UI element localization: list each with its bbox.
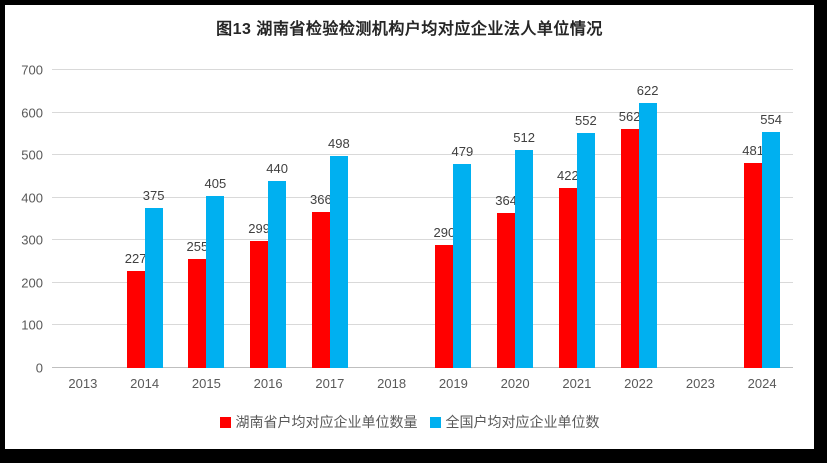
data-label-national-2024: 554 <box>760 112 782 128</box>
bar-hunan-2024: 481 <box>742 143 764 368</box>
y-tick-label: 200 <box>21 275 43 291</box>
x-tick-label-2021: 2021 <box>562 376 592 391</box>
y-tick-label: 500 <box>21 147 43 163</box>
legend-swatch-hunan <box>219 416 231 428</box>
x-tick-label-2024: 2024 <box>747 376 777 391</box>
data-label-national-2014: 375 <box>142 188 165 204</box>
legend-label-national: 全国户均对应企业单位数 <box>445 414 600 430</box>
category-slot-2021: 422 552 <box>546 70 608 368</box>
x-tick-label-2013: 2013 <box>68 376 98 391</box>
legend: 湖南省户均对应企业单位数量 全国户均对应企业单位数 <box>5 412 814 432</box>
x-axis-line <box>52 367 793 368</box>
bar-hunan-2022: 562 <box>619 109 640 368</box>
bar-national-2019: 479 <box>452 144 473 368</box>
category-slot-2020: 364 512 <box>484 70 546 368</box>
legend-label-hunan: 湖南省户均对应企业单位数量 <box>235 414 418 430</box>
plot-area: 227 375 255 405 299 440 366 498 290 479 364 512 422 5… <box>52 69 793 368</box>
data-label-hunan-2015: 255 <box>186 239 209 255</box>
x-tick-label-2020: 2020 <box>500 376 530 391</box>
gridline <box>52 239 793 241</box>
data-label-national-2015: 405 <box>204 175 227 191</box>
x-tick-label-2014: 2014 <box>130 376 160 391</box>
y-axis-labels: 0 100 200 300 400 500 600 700 <box>5 63 45 376</box>
bar-hunan-2017: 366 <box>310 192 332 368</box>
x-tick-label-2018: 2018 <box>377 376 407 391</box>
gridline <box>52 281 793 283</box>
category-slot-2017: 366 498 <box>299 70 361 368</box>
data-label-national-2019: 479 <box>451 144 474 160</box>
category-slot-2015: 255 405 <box>176 70 238 368</box>
y-tick-label: 100 <box>21 317 43 333</box>
data-label-national-2020: 512 <box>513 130 535 146</box>
bar-national-2017: 498 <box>328 136 350 368</box>
bar-national-2015: 405 <box>205 176 226 368</box>
category-slot-2013 <box>52 70 114 368</box>
category-slot-2018 <box>361 70 423 368</box>
data-label-hunan-2024: 481 <box>742 143 764 159</box>
data-label-national-2016: 440 <box>266 160 288 176</box>
x-tick-label-2022: 2022 <box>624 376 654 391</box>
y-tick-label: 700 <box>21 62 43 78</box>
bar-national-2022: 622 <box>637 83 658 368</box>
x-tick-label-2016: 2016 <box>253 376 283 391</box>
data-label-hunan-2019: 290 <box>433 224 456 240</box>
bar-national-2014: 375 <box>143 188 164 368</box>
legend-item-national: 全国户均对应企业单位数 <box>429 412 600 432</box>
gridline <box>52 69 793 70</box>
legend-swatch-national <box>429 416 441 428</box>
data-label-hunan-2022: 562 <box>618 108 641 124</box>
data-label-national-2021: 552 <box>575 113 597 129</box>
y-tick-label: 300 <box>21 232 43 248</box>
y-tick-label: 0 <box>35 360 43 376</box>
category-slot-2014: 227 375 <box>114 70 176 368</box>
x-tick-label-2019: 2019 <box>438 376 468 391</box>
x-tick-label-2015: 2015 <box>191 376 221 391</box>
bar-hunan-2015: 255 <box>187 239 208 368</box>
chart-canvas: 图13 湖南省检验检测机构户均对应企业法人单位情况 0 100 200 300 400 5… <box>5 5 814 449</box>
gridline <box>52 196 793 198</box>
bar-hunan-2014: 227 <box>125 251 146 368</box>
category-slot-2024: 481 554 <box>731 70 793 368</box>
data-label-hunan-2016: 299 <box>248 220 270 236</box>
bar-national-2021: 552 <box>575 113 597 368</box>
category-slot-2022: 562 622 <box>608 70 670 368</box>
data-label-hunan-2021: 422 <box>557 168 579 184</box>
x-tick-label-2023: 2023 <box>685 376 715 391</box>
gridline <box>52 324 793 326</box>
data-label-hunan-2014: 227 <box>124 251 147 267</box>
gridline <box>52 154 793 156</box>
bar-hunan-2019: 290 <box>434 225 455 368</box>
category-slot-2023 <box>670 70 732 368</box>
bar-hunan-2016: 299 <box>248 221 270 368</box>
data-label-national-2022: 622 <box>636 83 659 99</box>
chart-title: 图13 湖南省检验检测机构户均对应企业法人单位情况 <box>216 21 603 38</box>
bar-hunan-2020: 364 <box>495 193 517 368</box>
x-tick-label-2017: 2017 <box>315 376 345 391</box>
bar-national-2024: 554 <box>760 112 782 368</box>
data-label-hunan-2020: 364 <box>495 193 517 209</box>
y-tick-label: 400 <box>21 190 43 206</box>
gridline <box>52 111 793 113</box>
legend-item-hunan: 湖南省户均对应企业单位数量 <box>219 412 418 432</box>
data-label-national-2017: 498 <box>328 136 350 151</box>
data-label-hunan-2017: 366 <box>310 192 332 208</box>
bar-national-2020: 512 <box>513 130 535 368</box>
bar-national-2016: 440 <box>266 161 288 368</box>
y-tick-label: 600 <box>21 105 43 121</box>
bar-hunan-2021: 422 <box>557 168 579 368</box>
category-slot-2016: 299 440 <box>237 70 299 368</box>
category-slot-2019: 290 479 <box>423 70 485 368</box>
x-axis-labels: 2013 2014 2015 2016 2017 2018 2019 2020 2021 2022… <box>52 376 793 394</box>
